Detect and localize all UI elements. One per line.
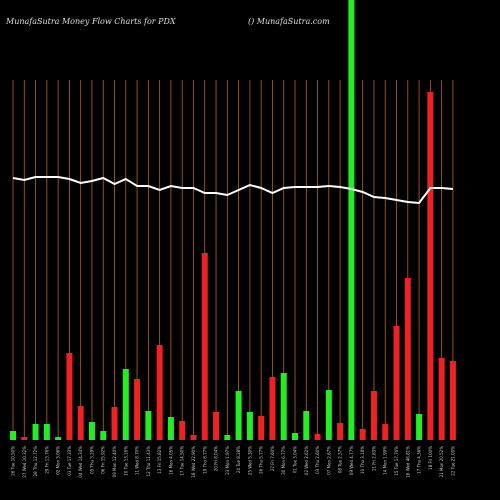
x-tick-label: 03 Thu 2.60%	[315, 446, 320, 474]
x-tick-label: 16 Wed 46.81%	[405, 446, 410, 478]
x-tick-label: 08 Tue 2.37%	[338, 446, 343, 473]
x-tick-label: 16 Mon 4.05%	[168, 446, 173, 475]
bar	[10, 431, 16, 440]
bar	[213, 412, 220, 440]
x-tick-label: 10 Thu 3.18%	[360, 446, 365, 474]
x-tick-label: 06 Fri 15.92%	[101, 446, 106, 474]
bar	[325, 390, 332, 440]
bar	[145, 411, 152, 440]
x-tick-label: 09 Mon 12.40%	[112, 446, 117, 478]
bar	[167, 417, 174, 440]
x-tick-label: 01 Tue 3.04%	[293, 446, 298, 473]
x-tick-label: 24 Tue 8.28%	[236, 446, 241, 473]
x-tick-label: 10 Tue 13.16%	[123, 446, 128, 476]
x-tick-label: 15 Tue 17.76%	[394, 446, 399, 476]
x-tick-label: 27 Wed 10.32%	[22, 446, 27, 478]
bar	[382, 424, 389, 440]
bar	[449, 361, 456, 440]
bar	[404, 278, 411, 440]
bar	[156, 345, 163, 440]
bar	[134, 379, 141, 440]
bar	[32, 424, 39, 440]
x-tick-label: 22 Tue 21.00%	[450, 446, 455, 476]
bar	[246, 412, 253, 440]
bar	[224, 435, 231, 440]
x-tick-label: 18 Fri 100%	[428, 446, 433, 470]
x-tick-label: 28 Thu 12.72%	[33, 446, 38, 477]
x-tick-label: 04 Wed 14.34%	[78, 446, 83, 478]
bar	[438, 358, 445, 440]
x-tick-label: 20 Fri 8.04%	[214, 446, 219, 471]
bar	[179, 421, 186, 440]
bar	[416, 414, 423, 440]
x-tick-label: 18 Wed 22.90%	[191, 446, 196, 478]
x-tick-label: 02 Mon 3.06%	[56, 446, 61, 475]
x-tick-label: 21 Mon 20.52%	[439, 446, 444, 478]
x-tick-label: 14 Mon 1.99%	[383, 446, 388, 475]
bar	[66, 353, 73, 440]
x-tick-label: 19 Thu 8.77%	[202, 446, 207, 474]
x-tick-label: 27 Fri 7.60%	[270, 446, 275, 471]
bar	[100, 431, 107, 440]
bar	[77, 406, 84, 440]
x-tick-label: 17 Thu 4.36%	[417, 446, 422, 474]
bar	[427, 92, 434, 440]
bar	[393, 326, 400, 440]
bar	[201, 253, 208, 440]
bar	[43, 424, 50, 440]
x-tick-label: 05 Thu 3.29%	[89, 446, 94, 474]
x-tick-label: 25 Wed 5.30%	[247, 446, 252, 475]
x-tick-label: 02 Wed 2.62%	[304, 446, 309, 475]
chart-subtitle: () MunafaSutra.com	[248, 17, 330, 26]
bar	[88, 422, 95, 440]
bar	[21, 437, 28, 440]
bar	[280, 373, 287, 440]
x-tick-label: 03 Tue 17.33%	[67, 446, 72, 476]
bar	[235, 391, 242, 440]
x-tick-label: 12 Thu 11.43%	[146, 446, 151, 477]
bar	[348, 0, 355, 440]
bar	[337, 423, 344, 440]
bar	[303, 411, 310, 440]
chart-title: MunafaSutra Money Flow Charts for PDX	[5, 17, 176, 26]
x-tick-label: 11 Wed 8.70%	[135, 446, 140, 475]
bar	[111, 407, 118, 440]
x-tick-label: 17 Tue 14.50%	[180, 446, 185, 476]
bar	[370, 391, 377, 440]
x-tick-label: 07 Mon 2.67%	[326, 446, 331, 475]
bar	[359, 429, 366, 440]
x-tick-label: 30 Mon 6.77%	[281, 446, 286, 475]
bar	[55, 437, 62, 440]
x-tick-label: 26 Thu 5.77%	[259, 446, 264, 474]
bar	[190, 435, 197, 440]
bar	[122, 369, 129, 440]
x-tick-label: 09 Wed 4.77%	[349, 446, 354, 475]
x-tick-label: 26 Tue 10.50%	[11, 446, 16, 476]
x-tick-label: 11 Fri 2.83%	[371, 446, 376, 471]
bar	[292, 433, 298, 440]
bar	[258, 416, 265, 440]
x-tick-label: 29 Fri 13.76%	[44, 446, 49, 474]
bar	[269, 377, 276, 440]
x-tick-label: 13 Fri 15.82%	[157, 446, 162, 474]
bar	[314, 434, 321, 440]
x-tick-label: 23 Mon 1.97%	[225, 446, 230, 475]
price-line	[12, 176, 454, 205]
